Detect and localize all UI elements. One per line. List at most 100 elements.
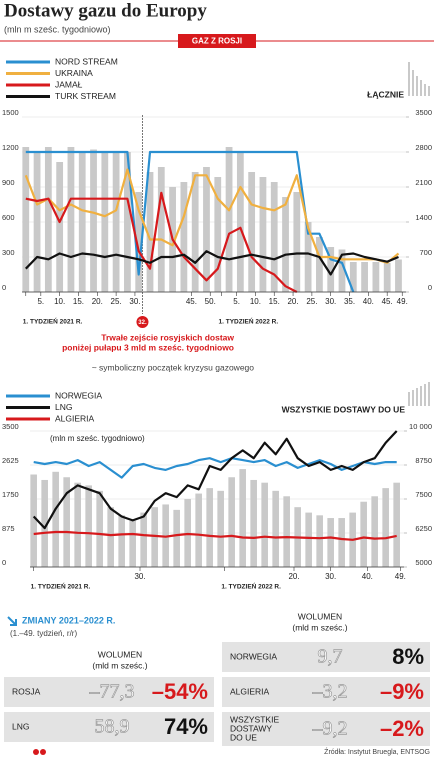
row-volume: –3,2 xyxy=(312,681,348,703)
bar xyxy=(90,149,97,292)
bar xyxy=(338,249,346,292)
row-change: –54% xyxy=(152,679,208,704)
bar xyxy=(383,263,391,292)
row-volume: 58,9 xyxy=(95,716,130,738)
bar xyxy=(382,488,389,567)
changes-title: ZMIANY 2021–2022 R. xyxy=(22,615,115,625)
bar xyxy=(360,501,367,567)
y2-tick-label: 6250 xyxy=(415,524,432,533)
y2-tick-label: 2100 xyxy=(415,178,432,187)
y-tick-label: 600 xyxy=(2,213,15,222)
bar xyxy=(33,152,41,292)
bar xyxy=(112,152,120,292)
legend-label: NORWEGIA xyxy=(55,390,102,400)
bar xyxy=(107,507,114,567)
annotation-label: 32. xyxy=(138,320,147,326)
x-tick-label: 49. xyxy=(397,297,408,306)
bar xyxy=(173,509,180,567)
legend-label: JAMAŁ xyxy=(55,79,83,89)
y-tick-label: 1750 xyxy=(2,490,19,499)
bar xyxy=(124,152,131,292)
y-tick-label: 1200 xyxy=(2,143,19,152)
bar xyxy=(146,172,154,292)
x-tick-label: 1. TYDZIEŃ 2021 R. xyxy=(23,317,83,326)
y2-axis-title: ŁĄCZNIE xyxy=(367,89,404,99)
logo xyxy=(33,749,39,755)
bar xyxy=(180,182,188,292)
arrow-icon xyxy=(7,616,17,626)
bar xyxy=(349,262,357,292)
bar xyxy=(283,496,290,567)
row-name: DO UE xyxy=(230,732,257,742)
volume-header: (mld m sześc.) xyxy=(292,622,347,632)
bar xyxy=(372,262,380,292)
bar xyxy=(151,507,158,567)
bar xyxy=(316,237,323,292)
bar xyxy=(259,177,267,292)
x-tick-label: 25. xyxy=(306,297,317,306)
legend-label: TURK STREAM xyxy=(55,91,116,101)
bar xyxy=(327,518,334,567)
row-name: ALGIERIA xyxy=(230,686,270,696)
y-tick-label: 300 xyxy=(2,248,15,257)
bar xyxy=(327,247,335,292)
bar xyxy=(395,259,402,292)
x-tick-label: 30. xyxy=(325,297,336,306)
volume-header: (mld m sześc.) xyxy=(92,660,147,670)
legend-label: LNG xyxy=(55,402,72,412)
x-tick-label: 1. TYDZIEŃ 2022 R. xyxy=(221,582,281,591)
y2-tick-label: 10 000 xyxy=(409,422,432,431)
bar xyxy=(293,192,301,292)
y-tick-label: 2625 xyxy=(2,456,19,465)
bar xyxy=(67,147,75,292)
y-tick-label: 875 xyxy=(2,524,15,533)
bar xyxy=(140,512,147,567)
volume-header: WOLUMEN xyxy=(98,649,142,659)
bar xyxy=(371,496,378,567)
y-tick-label: 3500 xyxy=(2,422,19,431)
y2-tick-label: 7500 xyxy=(415,490,432,499)
bar xyxy=(270,182,278,292)
bar xyxy=(63,477,70,567)
line-series xyxy=(33,530,397,541)
bar xyxy=(304,222,312,292)
annotation-marker xyxy=(136,316,149,328)
x-tick-label: 30. xyxy=(134,572,145,581)
bar xyxy=(101,152,109,292)
x-tick-label: 30. xyxy=(325,572,336,581)
y-tick-label: 0 xyxy=(2,558,6,567)
tag-box xyxy=(178,34,256,48)
row-change: –2% xyxy=(380,716,424,741)
bar xyxy=(195,493,202,567)
x-tick-label: 35. xyxy=(344,297,355,306)
x-tick-label: 20. xyxy=(287,297,298,306)
x-tick-label: 5. xyxy=(37,297,44,306)
bar xyxy=(272,490,279,567)
x-tick-label: 25. xyxy=(111,297,122,306)
line-series xyxy=(25,250,399,276)
y2-tick-label: 3500 xyxy=(415,108,432,117)
line-series xyxy=(25,150,355,293)
bar xyxy=(261,482,268,567)
row-box xyxy=(4,712,214,742)
row-name: DOSTAWY xyxy=(230,723,272,733)
x-tick-label: 50. xyxy=(205,297,216,306)
row-box xyxy=(4,677,214,707)
x-tick-label: 40. xyxy=(362,572,373,581)
x-tick-label: 5. xyxy=(233,297,240,306)
bar xyxy=(85,485,92,567)
bar xyxy=(214,177,222,292)
annotation-subtext: ~ symboliczny początek kryzysu gazowego xyxy=(92,362,255,372)
y-axis-title: (mln m sześc. tygodniowo) xyxy=(50,434,145,443)
tag: GAZ Z ROSJI xyxy=(192,37,242,46)
x-tick-label: 40. xyxy=(363,297,374,306)
bar xyxy=(118,515,125,567)
bar xyxy=(22,147,30,292)
bar xyxy=(282,197,289,292)
bar xyxy=(361,262,368,292)
bar xyxy=(157,167,165,292)
line-series xyxy=(24,168,400,264)
subtitle: (mln m sześc. tygodniowo) xyxy=(4,24,111,34)
bar xyxy=(250,479,257,567)
